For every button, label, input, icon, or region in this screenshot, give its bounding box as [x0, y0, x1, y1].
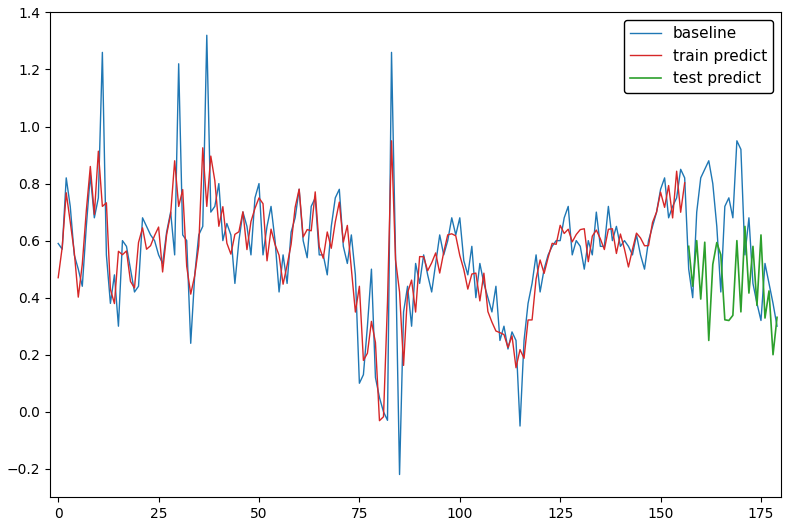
test predict — [708, 261, 718, 268]
baseline — [206, 209, 216, 215]
baseline — [756, 317, 766, 324]
test predict — [704, 337, 713, 344]
train predict — [375, 418, 385, 424]
train predict — [387, 138, 396, 144]
test predict — [696, 296, 705, 302]
Line: baseline: baseline — [58, 35, 777, 475]
test predict — [756, 232, 766, 238]
test predict — [712, 239, 722, 246]
baseline — [395, 472, 404, 478]
baseline — [65, 203, 75, 210]
test predict — [753, 302, 762, 308]
Line: test predict: test predict — [689, 227, 777, 355]
test predict — [744, 290, 753, 296]
test predict — [692, 238, 701, 244]
Line: train predict: train predict — [58, 141, 685, 421]
train predict — [54, 275, 63, 281]
test predict — [716, 252, 726, 258]
baseline — [330, 195, 340, 201]
baseline — [772, 323, 782, 329]
train predict — [423, 268, 433, 274]
test predict — [728, 312, 738, 318]
test predict — [764, 288, 774, 294]
baseline — [700, 166, 709, 173]
baseline — [54, 240, 63, 247]
test predict — [720, 317, 730, 323]
test predict — [768, 352, 778, 358]
test predict — [736, 309, 745, 315]
test predict — [688, 283, 697, 289]
test predict — [740, 223, 749, 230]
test predict — [772, 314, 782, 320]
test predict — [749, 243, 758, 250]
test predict — [732, 238, 742, 244]
train predict — [286, 241, 296, 248]
test predict — [700, 239, 709, 246]
train predict — [222, 240, 232, 247]
train predict — [680, 180, 690, 186]
train predict — [73, 294, 83, 300]
test predict — [684, 243, 693, 250]
Legend: baseline, train predict, test predict: baseline, train predict, test predict — [624, 20, 773, 92]
train predict — [86, 163, 95, 169]
test predict — [724, 317, 734, 324]
train predict — [567, 239, 577, 245]
baseline — [138, 215, 147, 221]
test predict — [760, 315, 770, 321]
baseline — [202, 32, 211, 39]
